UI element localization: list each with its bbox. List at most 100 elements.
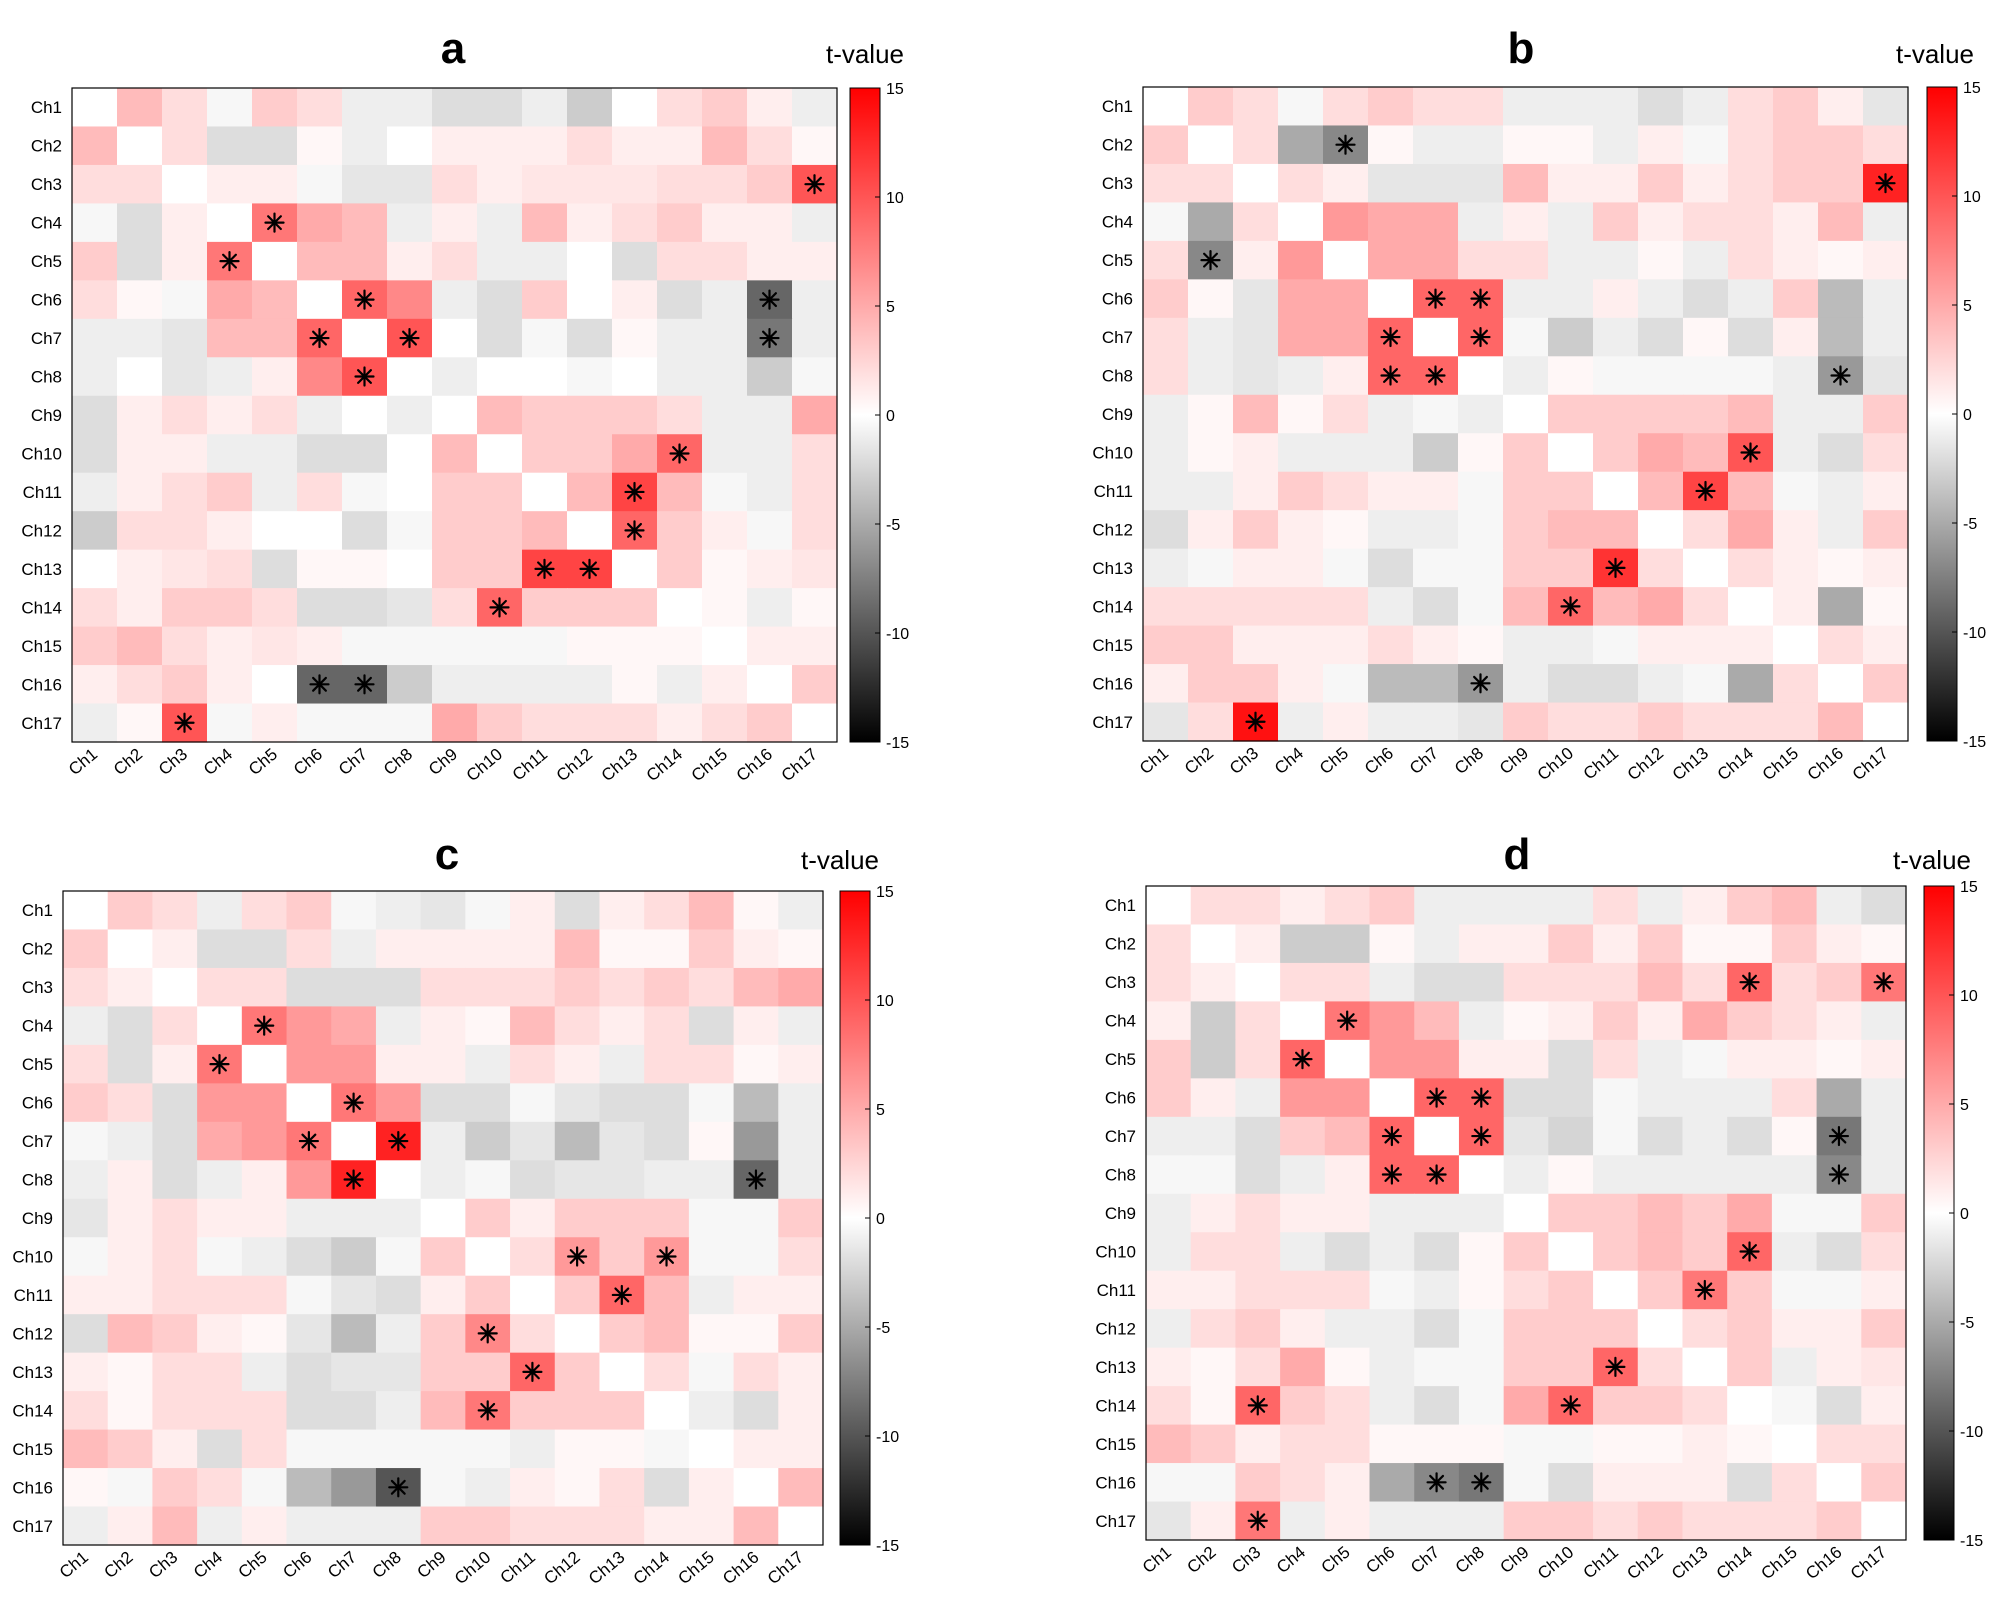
heatmap-cell <box>1682 886 1728 926</box>
y-tick-label: Ch9 <box>1105 1204 1136 1223</box>
heatmap-cell <box>599 1506 645 1546</box>
heatmap-cell <box>1324 1424 1371 1464</box>
heatmap-cell <box>375 1429 422 1469</box>
heatmap-cell <box>72 626 118 666</box>
heatmap-cell <box>1413 510 1459 550</box>
heatmap-cell <box>387 626 433 666</box>
heatmap-cell <box>1593 1116 1639 1156</box>
heatmap-cell <box>72 549 118 589</box>
heatmap-cell <box>297 549 343 589</box>
heatmap-cell <box>72 241 118 281</box>
heatmap-cell <box>387 126 433 166</box>
heatmap-cell <box>510 1083 556 1123</box>
heatmap-cell <box>297 472 343 512</box>
heatmap-cell <box>1637 1155 1684 1195</box>
heatmap-cell <box>1368 664 1414 704</box>
heatmap-cell <box>1458 587 1504 627</box>
heatmap-cell <box>465 1468 511 1508</box>
x-tick-label: Ch16 <box>1804 744 1847 785</box>
heatmap-cell <box>1548 1116 1594 1156</box>
significance-marker <box>388 1477 409 1498</box>
heatmap-cell <box>1637 1463 1684 1503</box>
heatmap-cell <box>197 929 243 969</box>
significance-marker <box>1426 1087 1447 1108</box>
heatmap-cell <box>387 549 433 589</box>
x-tick-label: Ch6 <box>279 1548 315 1583</box>
heatmap-cell <box>107 1044 154 1084</box>
x-tick-label: Ch17 <box>778 745 821 786</box>
heatmap-cell <box>1548 471 1594 511</box>
heatmap-cell <box>1638 625 1684 665</box>
heatmap-cell <box>747 511 793 551</box>
heatmap-cell <box>1863 356 1909 396</box>
heatmap-cell <box>117 395 163 435</box>
heatmap-cell <box>207 164 253 205</box>
heatmap-cell <box>432 164 478 205</box>
heatmap-cell <box>1233 625 1279 665</box>
y-tick-label: Ch10 <box>12 1247 53 1266</box>
heatmap-cell <box>1143 356 1189 396</box>
heatmap-cell <box>612 665 658 705</box>
heatmap-cell <box>63 1083 109 1123</box>
heatmap-cell <box>286 967 332 1008</box>
heatmap-cell <box>1278 317 1324 357</box>
heatmap-cell <box>342 241 388 281</box>
heatmap-cell <box>1458 87 1504 127</box>
heatmap-cell <box>1548 1039 1594 1079</box>
x-tick-label: Ch7 <box>1407 1543 1443 1578</box>
significance-marker <box>759 327 780 349</box>
heatmap-cell <box>599 1083 645 1123</box>
heatmap-cell <box>1235 962 1281 1003</box>
heatmap-cell <box>1816 1270 1862 1310</box>
heatmap-cell <box>297 203 343 243</box>
heatmap-cell <box>657 88 703 128</box>
heatmap-cell <box>197 1121 243 1161</box>
heatmap-cell <box>1503 1155 1549 1195</box>
heatmap-cell <box>733 1083 779 1123</box>
panel-title: d <box>1504 830 1531 879</box>
heatmap-cell <box>733 1237 779 1277</box>
heatmap-cell <box>162 588 208 628</box>
heatmap-cell <box>1503 317 1549 357</box>
x-tick-labels: Ch1 Ch2 Ch3 Ch4 Ch5 Ch6 Ch7 Ch8 Ch9 Ch10 Ch11 Ch12 C… <box>1136 744 1892 785</box>
heatmap-cell <box>554 967 601 1008</box>
significance-marker <box>1560 1395 1581 1416</box>
y-tick-label: Ch15 <box>1092 636 1133 655</box>
heatmap-cell <box>1682 1347 1728 1387</box>
heatmap-cell <box>1816 924 1862 964</box>
y-tick-label: Ch8 <box>1105 1166 1136 1185</box>
heatmap-cell <box>612 549 658 589</box>
heatmap-cell <box>1503 548 1549 588</box>
heatmap-cell <box>612 703 658 743</box>
heatmap-cell <box>510 929 556 969</box>
heatmap-cell <box>567 434 613 474</box>
heatmap-cell <box>657 626 703 666</box>
y-tick-label: Ch9 <box>31 406 62 425</box>
x-tick-label: Ch6 <box>1362 1543 1398 1578</box>
significance-marker <box>611 1284 632 1306</box>
heatmap-cell <box>688 1391 735 1431</box>
colorbar-tick-labels: 15 10 5 0 -5 -10 -15 <box>865 884 899 1555</box>
significance-marker <box>759 289 780 310</box>
heatmap-cell <box>1861 1001 1907 1041</box>
heatmap-cell <box>375 891 422 931</box>
heatmap-cell <box>107 1468 154 1508</box>
heatmap-cell <box>1369 1309 1415 1349</box>
y-tick-label: Ch7 <box>1102 328 1133 347</box>
x-tick-label: Ch2 <box>1181 744 1217 779</box>
heatmap-cell <box>1413 240 1459 280</box>
heatmap-cell <box>1323 87 1369 127</box>
panel-title: a <box>441 24 466 73</box>
heatmap-cell <box>792 588 838 628</box>
x-tick-labels: Ch1 Ch2 Ch3 Ch4 Ch5 Ch6 Ch7 Ch8 Ch9 Ch10 Ch11 Ch12 C… <box>65 745 821 786</box>
heatmap-cell <box>1146 1232 1192 1272</box>
colorbar-tick-labels: 15 10 5 0 -5 -10 -15 <box>875 81 909 752</box>
heatmap-cell <box>117 434 163 474</box>
heatmap-cell <box>1146 962 1192 1003</box>
heatmap-cell <box>162 511 208 551</box>
heatmap-cell <box>1548 1347 1594 1387</box>
heatmap-cell <box>387 241 433 281</box>
heatmap-cell <box>1818 471 1864 511</box>
heatmap-cell <box>1233 279 1279 319</box>
